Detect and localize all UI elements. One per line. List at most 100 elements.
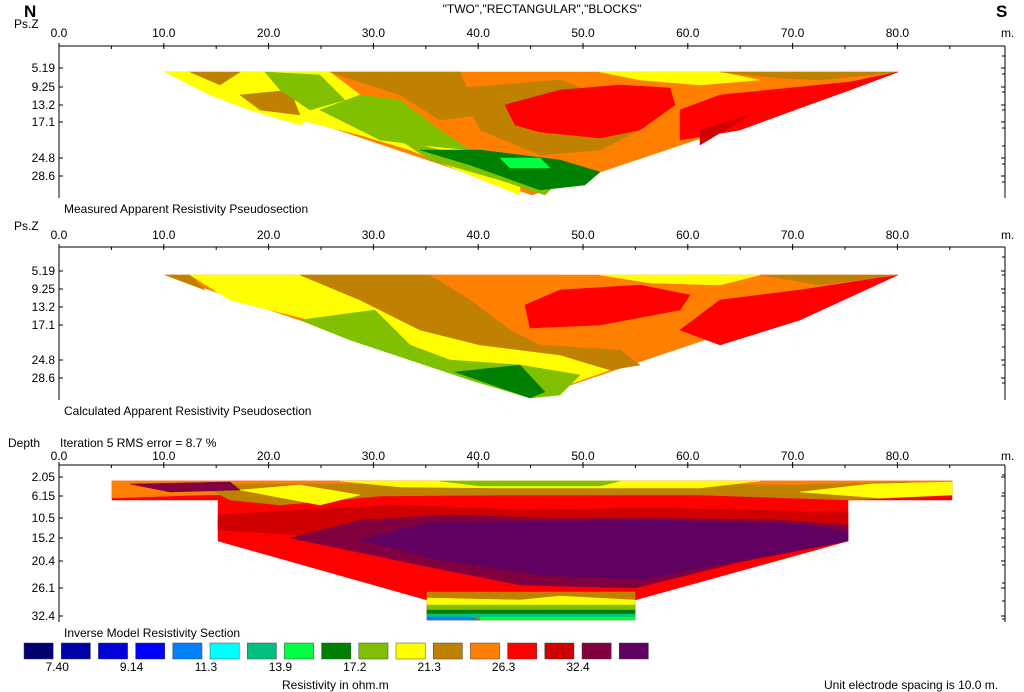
contour-yellow [599, 71, 761, 86]
colorbar-swatch [23, 642, 54, 660]
colorbar-swatch [358, 642, 389, 660]
contour-goldbrown [719, 71, 899, 81]
x-tick-label: 60.0 [676, 228, 700, 242]
panel2-caption: Calculated Apparent Resistivity Pseudose… [64, 404, 312, 418]
x-tick-label: 20.0 [257, 228, 281, 242]
north-label: N [24, 2, 37, 21]
colorbar-label: Resistivity in ohm.m [282, 678, 389, 692]
x-tick-label: 40.0 [467, 449, 491, 463]
panel3-subtitle: Iteration 5 RMS error = 8.7 % [60, 436, 217, 450]
x-tick-label: 80.0 [886, 449, 910, 463]
colorbar-swatch [544, 642, 575, 660]
contour-purple [359, 519, 849, 581]
panel2-contours [164, 274, 899, 399]
contour-lightgreen [319, 94, 471, 151]
contour-darkgreen [454, 364, 546, 399]
contour-teal [426, 613, 636, 618]
x-tick-label: 70.0 [781, 449, 805, 463]
x-unit-label: m. [1001, 26, 1014, 40]
y-tick-label: 32.4 [32, 609, 56, 623]
y-tick-label: 9.25 [32, 282, 56, 296]
panel-1: 0.0 10.0 20.0 30.0 40.0 50.0 60.0 70.0 80.0 m. 5.1… [32, 26, 1014, 198]
y-tick-label: 13.2 [32, 300, 56, 314]
x-tick-label: 10.0 [152, 228, 176, 242]
contour-darkred [699, 114, 751, 146]
x-tick-label: 20.0 [257, 449, 281, 463]
x-unit-label: m. [1001, 449, 1014, 463]
x-unit-label: m. [1001, 228, 1014, 242]
colorbar-swatch [135, 642, 166, 660]
panel1-ylabel: Ps.Z [14, 17, 39, 31]
contour-yellow [599, 274, 761, 286]
x-tick-label: 40.0 [467, 26, 491, 40]
contour-brightgreen [499, 157, 551, 169]
x-tick-label: 0.0 [51, 26, 68, 40]
colorbar: 7.40 9.14 11.3 13.9 17.2 21.3 26.3 32.4 [23, 642, 649, 674]
contour-goldbrown [164, 274, 206, 291]
y-tick-label: 24.8 [32, 151, 56, 165]
contour-lightgreen [439, 480, 621, 487]
y-tick-label: 28.6 [32, 371, 56, 385]
x-tick-label: 70.0 [781, 228, 805, 242]
x-tick-label: 0.0 [51, 449, 68, 463]
contour-lightblue [426, 616, 481, 621]
y-tick-label: 9.25 [32, 80, 56, 94]
x-tick-label: 70.0 [781, 26, 805, 40]
x-tick-label: 50.0 [571, 449, 595, 463]
contour-darkgreen [426, 609, 636, 615]
contour-red [504, 84, 676, 139]
y-tick-label: 15.2 [32, 531, 56, 545]
contour-red [524, 284, 691, 329]
colorbar-swatch [321, 642, 352, 660]
colorbar-swatch [470, 642, 500, 660]
x-tick-label: 10.0 [152, 449, 176, 463]
x-tick-label: 40.0 [467, 228, 491, 242]
x-tick-label: 10.0 [152, 26, 176, 40]
y-tick-label: 17.1 [32, 318, 56, 332]
colorbar-swatch [507, 642, 538, 660]
contour-yellow [239, 484, 361, 506]
y-tick-label: 10.5 [32, 511, 56, 525]
y-tick-label: 28.6 [32, 169, 56, 183]
contour-maroon [129, 481, 241, 493]
contour-goldbrown [299, 274, 641, 371]
colorbar-tick-label: 11.3 [195, 660, 218, 674]
contour-goldbrown [759, 274, 899, 286]
colorbar-tick-label: 7.40 [46, 660, 70, 674]
colorbar-tick-label: 13.9 [269, 660, 293, 674]
colorbar-swatch [209, 642, 240, 660]
colorbar-tick-label: 9.14 [120, 660, 144, 674]
south-label: S [996, 2, 1008, 21]
panel3-caption: Inverse Model Resistivity Section [64, 626, 241, 640]
y-tick-label: 20.4 [32, 554, 56, 568]
y-tick-label: 5.19 [32, 264, 56, 278]
page-title: "TWO","RECTANGULAR","BLOCKS" [442, 2, 642, 16]
colorbar-swatch [395, 642, 426, 660]
panel1-contours [164, 71, 899, 196]
colorbar-tick-label: 26.3 [492, 660, 516, 674]
colorbar-swatch [284, 642, 314, 660]
x-tick-label: 30.0 [362, 228, 386, 242]
x-tick-label: 50.0 [571, 228, 595, 242]
y-tick-label: 17.1 [32, 115, 56, 129]
y-tick-label: 13.2 [32, 98, 56, 112]
y-tick-label: 5.19 [32, 61, 56, 75]
contour-goldbrown [189, 71, 241, 86]
colorbar-tick-label: 21.3 [418, 660, 442, 674]
colorbar-tick-label: 17.2 [343, 660, 367, 674]
colorbar-swatch [60, 642, 91, 660]
contour-darkgreen [419, 149, 601, 191]
y-tick-label: 2.05 [32, 470, 56, 484]
panel2-ylabel: Ps.Z [14, 219, 39, 233]
x-tick-label: 20.0 [257, 26, 281, 40]
x-tick-label: 0.0 [51, 228, 68, 242]
colorbar-swatch [618, 642, 649, 660]
spacing-note: Unit electrode spacing is 10.0 m. [824, 678, 999, 692]
x-tick-label: 30.0 [362, 26, 386, 40]
contour-lightgreen [264, 71, 346, 111]
contour-yellow [799, 481, 953, 499]
x-tick-label: 80.0 [886, 26, 910, 40]
contour-brightgreen [479, 616, 636, 621]
y-tick-label: 26.1 [32, 581, 56, 595]
